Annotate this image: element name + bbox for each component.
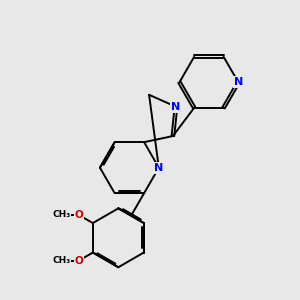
Text: N: N	[154, 163, 164, 173]
Text: N: N	[171, 102, 181, 112]
Text: N: N	[234, 77, 243, 87]
Text: O: O	[74, 210, 83, 220]
Text: CH₃: CH₃	[52, 211, 70, 220]
Text: N: N	[171, 102, 181, 112]
Text: N: N	[234, 77, 243, 87]
Text: N: N	[154, 163, 164, 173]
Text: O: O	[74, 256, 83, 266]
Text: CH₃: CH₃	[52, 256, 70, 265]
